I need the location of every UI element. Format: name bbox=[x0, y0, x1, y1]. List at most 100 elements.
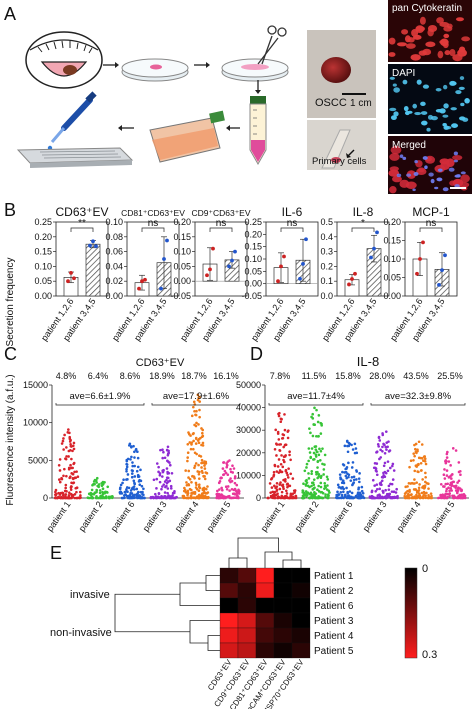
scatter-point bbox=[63, 467, 66, 471]
scatter-point bbox=[166, 452, 170, 456]
scatter-point bbox=[199, 436, 202, 440]
scatter-point bbox=[324, 493, 327, 496]
cell-blob bbox=[453, 151, 458, 156]
arrow-right-icon bbox=[194, 62, 210, 68]
scatter-point bbox=[409, 459, 413, 462]
scatter-point bbox=[414, 464, 418, 468]
cell-blob bbox=[415, 25, 425, 33]
y-tick-label: 10000 bbox=[236, 470, 261, 480]
scatter-point bbox=[423, 492, 426, 495]
scatter-point bbox=[69, 438, 72, 442]
scatter-point bbox=[448, 475, 452, 478]
cell-blob bbox=[404, 111, 410, 116]
scatter-point bbox=[450, 482, 453, 485]
x-tick-label: patient 1 bbox=[259, 499, 287, 533]
cell-blob bbox=[418, 50, 427, 56]
average-label: ave=6.6±1.9% bbox=[70, 391, 131, 402]
scatter-point bbox=[284, 494, 288, 498]
scatter-point bbox=[422, 455, 426, 458]
primary-cells-photo: Primary cells bbox=[307, 120, 376, 170]
scatter-point bbox=[384, 430, 388, 433]
scatter-point bbox=[317, 414, 321, 417]
scatter-point bbox=[423, 459, 427, 463]
scatter-point bbox=[198, 408, 201, 412]
scatter-point bbox=[450, 489, 453, 492]
y-tick-label: -0.05 bbox=[170, 291, 191, 301]
scatter-point bbox=[157, 470, 160, 474]
data-point bbox=[162, 257, 166, 261]
average-label: ave=32.3±9.8% bbox=[385, 391, 452, 402]
heatmap-cell bbox=[273, 597, 293, 614]
scatter-point bbox=[437, 496, 440, 500]
scatter-point bbox=[444, 482, 448, 486]
heatmap-cell bbox=[255, 597, 275, 614]
scatter-point bbox=[221, 494, 224, 498]
row-group-invasive: invasive bbox=[70, 589, 110, 601]
data-point bbox=[372, 246, 376, 251]
scatter-point bbox=[454, 496, 457, 499]
scatter-point bbox=[281, 483, 285, 487]
scatter-point bbox=[68, 435, 72, 439]
cell-blob bbox=[389, 107, 397, 112]
scatter-point bbox=[139, 479, 143, 483]
plot-frame bbox=[336, 221, 390, 297]
heatmap-cell bbox=[237, 567, 257, 584]
heatmap-cell bbox=[219, 582, 239, 599]
row-dendrogram bbox=[179, 582, 220, 606]
scatter-point bbox=[171, 494, 174, 497]
scatter-point bbox=[272, 470, 276, 474]
scatter-point bbox=[447, 492, 451, 496]
cell-blob bbox=[420, 111, 428, 115]
cell-blob bbox=[455, 17, 464, 22]
scatter-point bbox=[196, 470, 199, 473]
scatter-point bbox=[379, 448, 382, 452]
scatter-point bbox=[345, 486, 348, 490]
scatter-point bbox=[278, 448, 281, 452]
data-point bbox=[375, 230, 379, 235]
scatter-point bbox=[403, 494, 407, 498]
scatter-point bbox=[285, 489, 288, 493]
scatter-point bbox=[451, 447, 455, 450]
y-tick-label: 0.10 bbox=[34, 261, 52, 271]
scatter-point bbox=[283, 455, 287, 458]
scatter-point bbox=[286, 430, 290, 433]
scatter-point bbox=[375, 487, 379, 491]
scatter-point bbox=[350, 491, 354, 495]
scatter-point bbox=[60, 442, 64, 445]
scatter-point bbox=[187, 476, 190, 479]
scatter-point bbox=[182, 496, 185, 499]
scatter-point bbox=[140, 484, 144, 488]
y-tick-label: 0.25 bbox=[244, 217, 262, 227]
y-tick-label: 0.00 bbox=[244, 279, 262, 289]
scatter-point bbox=[392, 469, 396, 472]
scatter-point bbox=[371, 478, 375, 482]
y-tick-label: 0.1 bbox=[320, 276, 333, 286]
scatter-point bbox=[188, 441, 192, 444]
scatter-point bbox=[444, 459, 447, 463]
y-tick-label: 0 bbox=[256, 493, 261, 503]
scatter-point bbox=[445, 456, 449, 459]
scatter-point bbox=[278, 487, 282, 491]
scatter-point bbox=[94, 478, 98, 482]
scatter-point bbox=[389, 466, 392, 470]
heatmap-cell bbox=[255, 627, 275, 644]
scatter-point bbox=[229, 480, 232, 484]
heatmap-cell bbox=[291, 597, 311, 614]
scatter-point bbox=[340, 496, 343, 500]
scatter-point bbox=[126, 457, 130, 461]
data-point bbox=[230, 258, 234, 263]
data-point bbox=[233, 249, 237, 254]
scatter-point bbox=[218, 495, 221, 499]
scatter-point bbox=[338, 473, 342, 476]
scatter-point bbox=[372, 496, 376, 500]
panel-d: D IL-8 0 10000 20000 30000 40000 50000 7.8% pat… bbox=[236, 344, 469, 533]
centrifuge-tube-icon bbox=[249, 96, 267, 166]
scatter-point bbox=[189, 447, 193, 451]
cell-blob bbox=[461, 36, 471, 42]
y-tick-label: 0.25 bbox=[34, 217, 52, 227]
scatter-point bbox=[445, 492, 449, 496]
cell-blob bbox=[450, 107, 457, 111]
scatter-point bbox=[123, 496, 126, 500]
scatter-point bbox=[285, 492, 289, 495]
significance-bracket bbox=[419, 227, 443, 232]
